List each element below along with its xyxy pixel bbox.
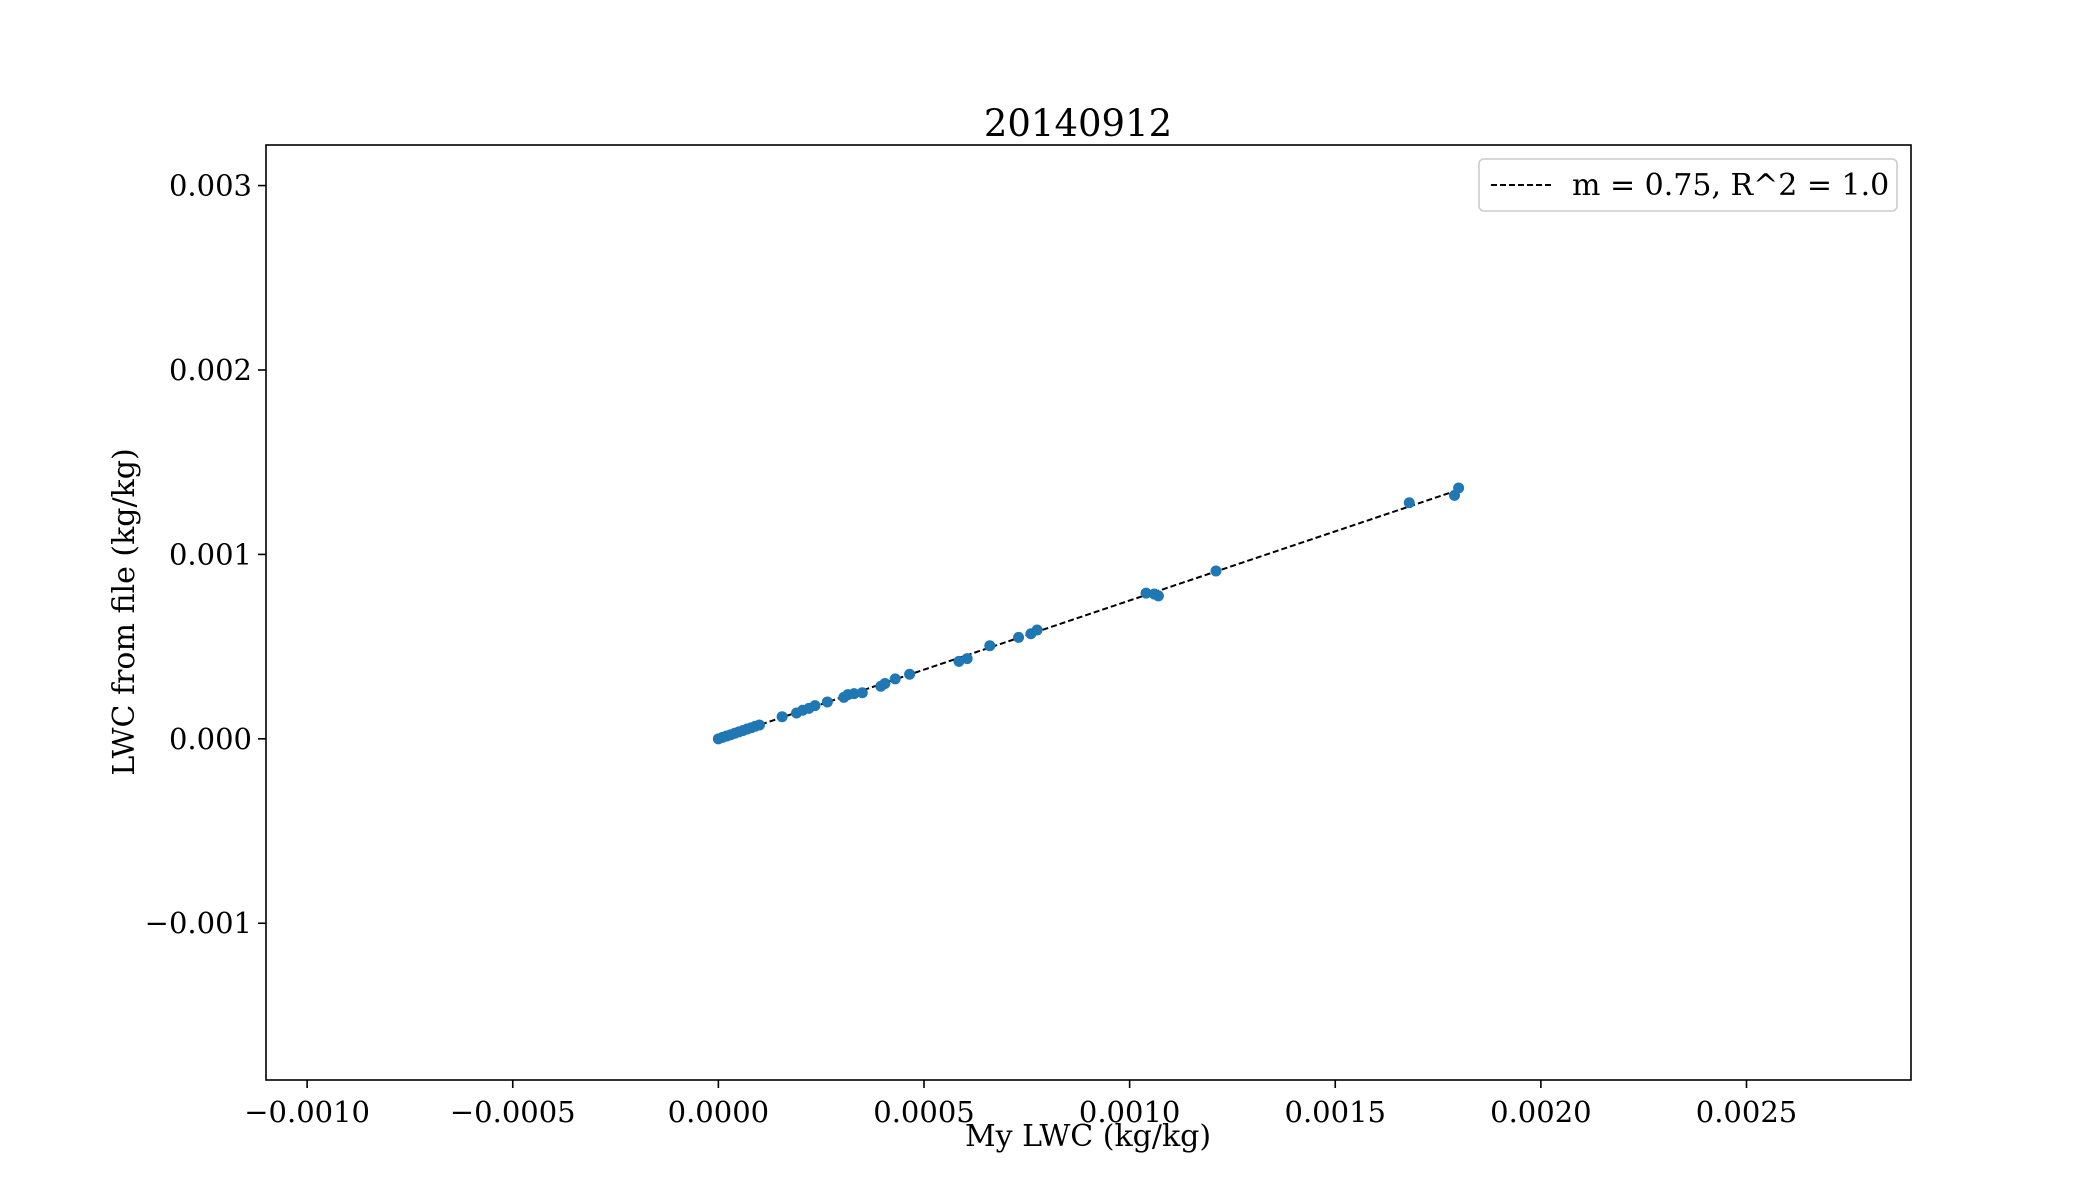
data-point [848, 688, 860, 700]
plot-area [265, 144, 1912, 1081]
data-point [1152, 590, 1164, 602]
data-points [712, 482, 1465, 745]
x-tick-label: 0.0025 [1696, 1095, 1797, 1129]
data-point [1140, 587, 1152, 599]
data-point [809, 700, 821, 712]
data-point [1453, 482, 1465, 494]
data-point [904, 668, 916, 680]
data-point [879, 678, 891, 690]
x-axis: −0.0010 −0.0005 0.0000 0.0005 0.0010 0.0015 0.… [244, 1080, 1797, 1129]
y-tick-label: −0.001 [145, 906, 252, 940]
chart-title: 20140912 [984, 102, 1172, 145]
y-axis: −0.001 0.000 0.001 0.002 0.003 [145, 169, 266, 940]
data-point [889, 673, 901, 685]
data-point [961, 653, 973, 665]
data-point [821, 696, 833, 708]
x-tick-label: 0.0020 [1490, 1095, 1591, 1129]
data-point [1013, 631, 1025, 643]
data-point [776, 711, 788, 723]
y-tick-label: 0.001 [169, 537, 252, 571]
data-point [1403, 497, 1415, 509]
x-tick-label: 0.0000 [668, 1095, 769, 1129]
data-point [1210, 565, 1222, 577]
data-point [754, 719, 765, 731]
data-point [1031, 624, 1043, 636]
y-tick-label: 0.000 [169, 722, 252, 756]
data-point [856, 687, 868, 699]
data-point [984, 640, 996, 652]
plot-frame [265, 144, 1912, 1081]
legend-box [1478, 158, 1898, 212]
x-tick-label: −0.0005 [450, 1095, 576, 1129]
legend: m = 0.75, R^2 = 1.0 [1478, 158, 1898, 212]
legend-label: m = 0.75, R^2 = 1.0 [1572, 168, 1889, 203]
y-tick-label: 0.002 [169, 353, 252, 387]
x-axis-label: My LWC (kg/kg) [965, 1119, 1211, 1154]
x-tick-label: −0.0010 [244, 1095, 370, 1129]
x-tick-label: 0.0015 [1285, 1095, 1386, 1129]
x-tick-label: 0.0005 [873, 1095, 974, 1129]
y-tick-label: 0.003 [169, 169, 252, 203]
x-tick-label: 0.0010 [1079, 1095, 1180, 1129]
y-axis-label: LWC from file (kg/kg) [107, 448, 142, 775]
